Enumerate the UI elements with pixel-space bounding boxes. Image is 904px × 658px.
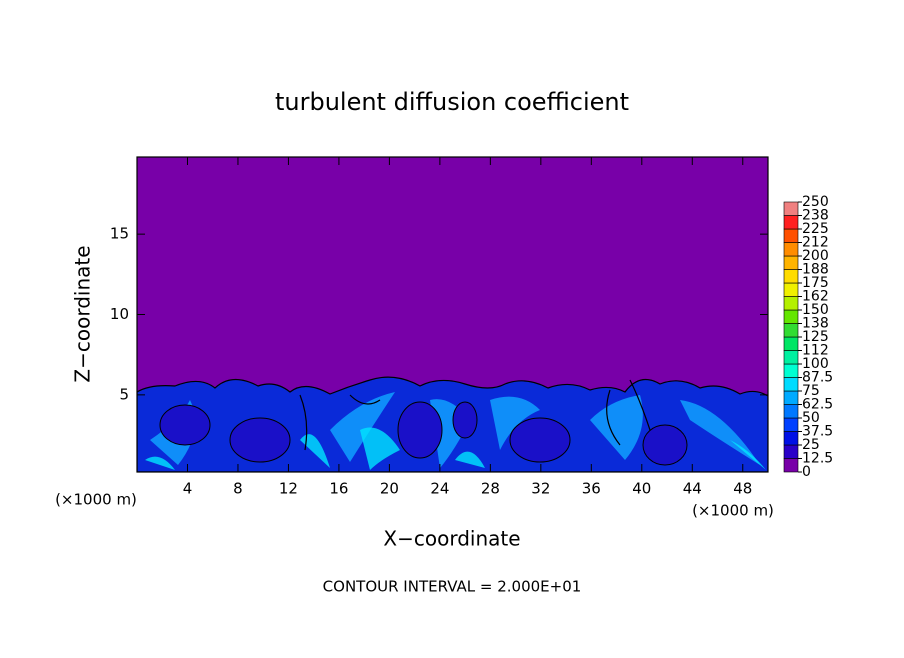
- x-tick-label: 16: [329, 480, 348, 498]
- x-unit: (×1000 m): [692, 502, 774, 520]
- colorbar-label: 112: [802, 343, 829, 359]
- x-tick-label: 44: [683, 480, 702, 498]
- x-axis-label: X−coordinate: [383, 527, 520, 551]
- colorbar-label: 250: [802, 194, 829, 210]
- colorbar-label: 100: [802, 356, 829, 372]
- colorbar-label: 125: [802, 329, 829, 345]
- colorbar-segment: [783, 215, 799, 230]
- x-tick-label: 32: [531, 480, 550, 498]
- x-tick-label: 40: [632, 480, 651, 498]
- colorbar-segment: [783, 201, 799, 216]
- x-tick-label: 4: [183, 480, 193, 498]
- x-tick-label: 20: [380, 480, 399, 498]
- colorbar-label: 12.5: [802, 451, 833, 467]
- colorbar-label: 138: [802, 316, 829, 332]
- x-tick-label: 48: [733, 480, 752, 498]
- colorbar-segment: [783, 377, 799, 392]
- colorbar-label: 50: [802, 410, 820, 426]
- colorbar-segment: [783, 417, 799, 432]
- colorbar-segment: [783, 242, 799, 257]
- y-axis-label: Z−coordinate: [71, 245, 95, 382]
- y-tick-label: 5: [119, 385, 129, 403]
- colorbar-label: 212: [802, 235, 829, 251]
- colorbar-label: 87.5: [802, 370, 833, 386]
- y-tick-label: 10: [110, 305, 129, 323]
- colorbar-segment: [783, 336, 799, 351]
- colorbar-segment: [783, 323, 799, 338]
- x-tick-label: 8: [233, 480, 243, 498]
- colorbar-segment: [783, 228, 799, 243]
- colorbar-segment: [783, 309, 799, 324]
- colorbar-segment: [783, 282, 799, 297]
- colorbar-label: 200: [802, 248, 829, 264]
- x-tick-label: 36: [582, 480, 601, 498]
- colorbar-segment: [783, 390, 799, 405]
- colorbar-segment: [783, 296, 799, 311]
- chart-title: turbulent diffusion coefficient: [275, 88, 629, 116]
- colorbar-label: 225: [802, 221, 829, 237]
- colorbar-segment: [783, 458, 799, 473]
- colorbar-segment: [783, 444, 799, 459]
- colorbar-label: 37.5: [802, 424, 833, 440]
- colorbar-segment: [783, 255, 799, 270]
- colorbar-segment: [783, 363, 799, 378]
- colorbar-label: 175: [802, 275, 829, 291]
- colorbar-label: 25: [802, 437, 820, 453]
- contour-field: [137, 157, 768, 472]
- y-tick-label: 15: [110, 225, 129, 243]
- colorbar-segment: [783, 404, 799, 419]
- colorbar-label: 75: [802, 383, 820, 399]
- footnote: CONTOUR INTERVAL = 2.000E+01: [323, 578, 582, 596]
- colorbar-segment: [783, 431, 799, 446]
- x-tick-label: 24: [430, 480, 449, 498]
- colorbar-label: 188: [802, 262, 829, 278]
- colorbar-label: 238: [802, 208, 829, 224]
- x-tick-label: 28: [481, 480, 500, 498]
- colorbar-label: 62.5: [802, 397, 833, 413]
- y-unit: (×1000 m): [55, 491, 137, 509]
- colorbar-label: 0: [802, 464, 811, 480]
- colorbar-label: 150: [802, 302, 829, 318]
- colorbar-label: 162: [802, 289, 829, 305]
- colorbar-segment: [783, 269, 799, 284]
- x-tick-label: 12: [279, 480, 298, 498]
- colorbar-segment: [783, 350, 799, 365]
